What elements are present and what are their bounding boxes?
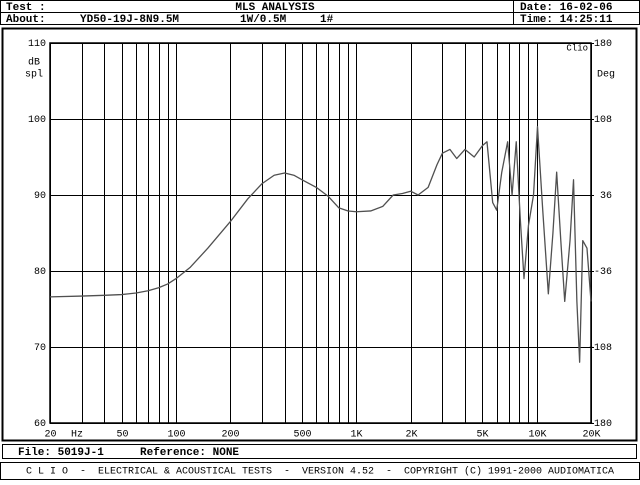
brand: Clio: [566, 43, 588, 53]
y-tick-label: 70: [34, 343, 46, 354]
plot-area: [49, 42, 592, 424]
date: Date: 16-02-06: [520, 2, 612, 14]
y2-tick-label: 108: [594, 115, 612, 126]
x-tick-label: 20: [44, 430, 56, 441]
y-label: dB: [28, 57, 40, 69]
test-label: Test :: [6, 2, 46, 14]
y2-tick-label: -36: [594, 267, 612, 278]
plot: 20 50 100 200 500 1K 2K 5K 10K 20K 60 70 80 90 100 110 -…: [28, 39, 612, 441]
reference: Reference: NONE: [140, 447, 239, 459]
y-tick-label: 100: [28, 115, 46, 126]
footer-box: [2, 444, 637, 459]
y-tick-label: 60: [34, 419, 46, 430]
y2-tick-label: -180: [588, 419, 612, 430]
x-tick-label: 200: [221, 430, 239, 441]
x-tick-label: 1K: [350, 430, 362, 441]
x-tick-label: 20K: [582, 430, 600, 441]
x-tick-label: 50: [116, 430, 128, 441]
analysis-title: MLS ANALYSIS: [235, 2, 315, 14]
y2-label: Deg: [597, 70, 615, 81]
sample: 1#: [320, 14, 334, 26]
device: YD50-19J-8N9.5M: [80, 14, 179, 26]
about-label: About:: [6, 14, 46, 26]
series-line: [49, 125, 592, 363]
y-tick-label: 110: [28, 39, 46, 50]
time: Time: 14:25:11: [520, 14, 613, 26]
y2-tick-label: -108: [588, 343, 612, 354]
file: File: 5019J-1: [18, 447, 104, 459]
x-tick-label: 5K: [476, 430, 488, 441]
x-tick-label: 10K: [528, 430, 546, 441]
y2-tick-label: 36: [600, 191, 612, 202]
banner: C L I O - ELECTRICAL & ACOUSTICAL TESTS …: [26, 466, 614, 478]
x-tick-label: 2K: [405, 430, 417, 441]
y2-tick-label: 180: [594, 39, 612, 50]
x-tick-label: 500: [293, 430, 311, 441]
y-label: spl: [25, 69, 43, 81]
y-tick-label: 80: [34, 267, 46, 278]
x-tick-label: 100: [167, 430, 185, 441]
x-label: Hz: [71, 430, 83, 441]
y-tick-label: 90: [34, 191, 46, 202]
level: 1W/0.5M: [240, 14, 287, 26]
